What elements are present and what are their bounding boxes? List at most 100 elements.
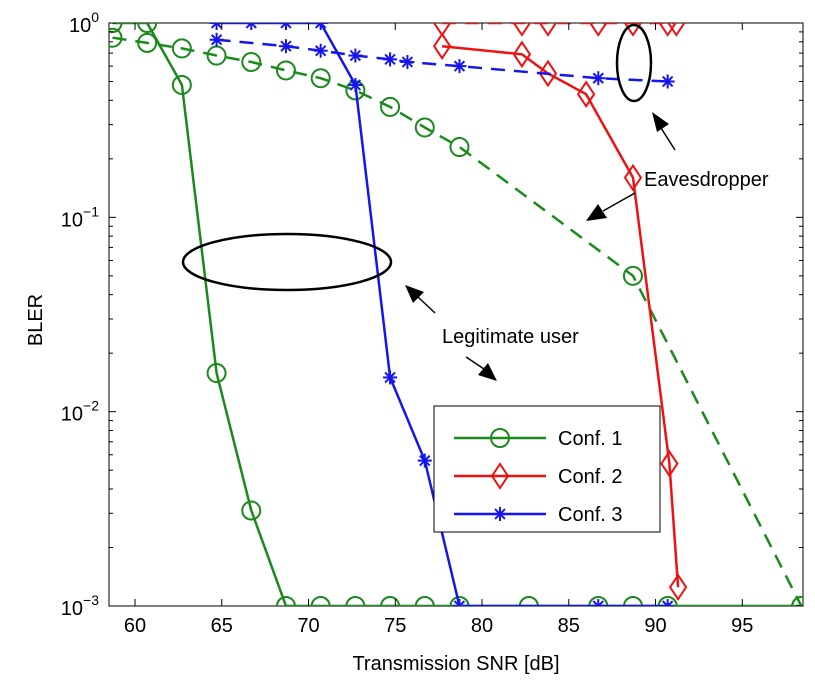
x-axis-label: Transmission SNR [dB] <box>352 653 559 675</box>
eavesdropper-label: Eavesdropper <box>644 169 769 191</box>
data-point <box>241 500 262 521</box>
series-conf-3-legitimate <box>209 23 675 606</box>
series-line <box>112 36 803 606</box>
legend-entry-2: Conf. 2 <box>454 462 622 490</box>
eavesdropper-arrow-lower <box>586 192 636 221</box>
data-point <box>623 163 643 192</box>
data-point <box>275 596 296 606</box>
legitimate-user-label: Legitimate user <box>442 326 579 348</box>
data-point <box>622 596 643 606</box>
data-point <box>383 370 398 385</box>
data-point <box>414 117 435 138</box>
data-point <box>313 43 328 58</box>
data-point <box>209 23 224 30</box>
series-conf-3-eavesdropper <box>209 32 675 89</box>
data-point <box>417 453 432 468</box>
legend-label: Conf. 3 <box>558 504 622 526</box>
data-point <box>380 596 401 606</box>
data-point <box>432 32 452 60</box>
data-point <box>576 80 596 109</box>
y-tick-label-1: 10−2 <box>61 398 99 426</box>
legend-marker <box>490 428 510 448</box>
data-point <box>432 23 452 37</box>
data-point <box>452 599 467 606</box>
legend-marker <box>493 507 507 521</box>
y-tick-label-0: 10−3 <box>61 592 99 620</box>
data-point <box>109 27 123 48</box>
legitimate-user-arrow-right <box>465 356 497 381</box>
series-conf-1-eavesdropper <box>109 27 803 606</box>
data-point <box>209 32 224 47</box>
data-point <box>348 77 363 92</box>
data-point <box>206 363 227 384</box>
data-point <box>348 48 363 63</box>
data-point <box>171 74 192 95</box>
data-point <box>278 23 293 30</box>
data-point <box>171 38 192 59</box>
x-tick-label-85: 85 <box>558 615 580 637</box>
data-point <box>275 60 296 81</box>
y-tick-label-3: 100 <box>69 9 99 37</box>
x-tick-label-80: 80 <box>471 615 493 637</box>
data-point <box>345 596 366 606</box>
series-line <box>441 44 680 588</box>
data-point <box>791 596 803 606</box>
eavesdropper-arrow-upper <box>652 112 676 151</box>
data-point <box>400 54 415 69</box>
series-conf-2-eavesdropper <box>432 23 686 37</box>
data-point <box>588 596 609 606</box>
series-conf-2-legitimate <box>432 32 688 601</box>
data-point <box>622 265 643 286</box>
data-point <box>591 599 606 606</box>
data-point <box>591 71 606 86</box>
y-axis-label: BLER <box>25 294 47 346</box>
data-point <box>313 23 328 30</box>
data-point <box>383 52 398 67</box>
data-point <box>452 59 467 74</box>
data-point <box>658 23 677 37</box>
data-point <box>660 74 675 89</box>
data-point <box>660 599 675 606</box>
data-point <box>244 23 259 30</box>
legend-label: Conf. 1 <box>558 428 622 450</box>
x-tick-label-70: 70 <box>297 615 319 637</box>
data-point <box>623 23 643 37</box>
legend-entry-1: Conf. 1 <box>454 428 622 450</box>
legend: Conf. 1 Conf. 2 Conf. 3 <box>433 405 661 533</box>
legend-label: Conf. 2 <box>558 466 622 488</box>
data-point <box>137 32 158 53</box>
legitimate-user-ellipse <box>181 232 393 292</box>
x-tick-label-60: 60 <box>124 615 146 637</box>
data-point <box>668 573 688 601</box>
data-point <box>310 68 331 89</box>
data-point <box>380 96 401 117</box>
eavesdropper-ellipse <box>615 23 653 103</box>
x-tick-label-75: 75 <box>384 615 406 637</box>
data-point <box>512 23 532 37</box>
data-point <box>241 51 262 72</box>
data-point <box>589 23 608 37</box>
data-point <box>538 23 558 37</box>
data-point <box>449 137 470 158</box>
data-point <box>137 23 158 33</box>
data-point <box>449 596 470 606</box>
legend-marker <box>490 462 510 490</box>
data-point <box>657 596 678 606</box>
y-tick-label-2: 10−1 <box>61 203 99 231</box>
series-line <box>112 23 802 606</box>
data-point <box>512 40 532 69</box>
data-point <box>660 449 679 478</box>
x-tick-label-90: 90 <box>644 615 666 637</box>
data-point <box>667 23 686 37</box>
legend-entry-3: Conf. 3 <box>454 504 622 526</box>
data-point <box>310 596 331 606</box>
data-point <box>278 39 293 54</box>
x-tick-label-65: 65 <box>211 615 233 637</box>
x-tick-label-95: 95 <box>731 615 753 637</box>
data-point <box>518 596 539 606</box>
series-line <box>216 23 668 606</box>
data-point <box>414 596 435 606</box>
data-point <box>538 59 558 88</box>
legitimate-user-arrow-left <box>405 285 436 314</box>
